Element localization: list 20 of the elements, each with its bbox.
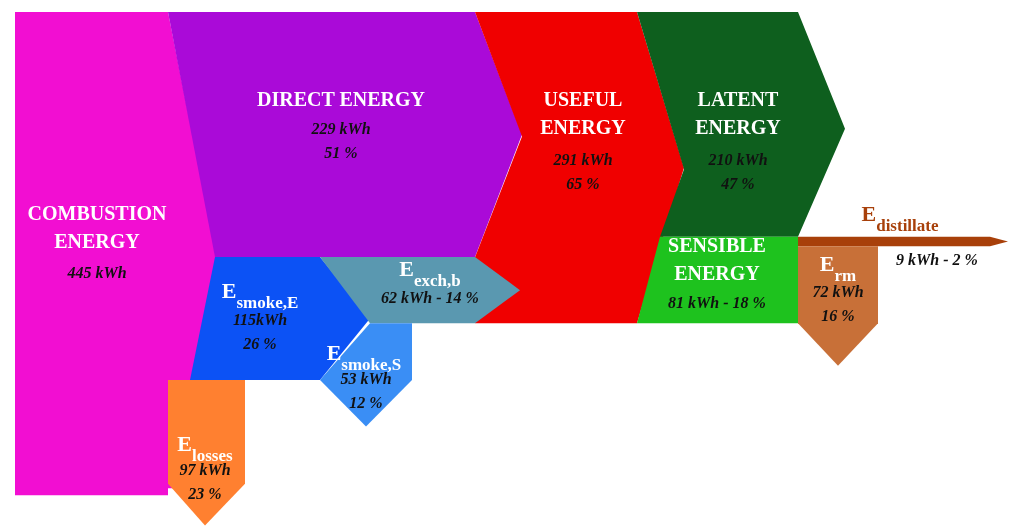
category-label: USEFUL ENERGY (540, 88, 627, 138)
category-label: E$_{distillate}$ (861, 200, 939, 235)
data-label: 81 kWh - 18 % (668, 293, 766, 311)
data-label: 291 kWh 65 % (552, 151, 613, 192)
category-label: E$_{rm}$ (819, 251, 857, 285)
category-label: COMBUSTION ENERGY (27, 202, 168, 252)
data-label: 210 kWh 47 % (707, 151, 768, 192)
category-label: E$_{smoke,E}$ (221, 278, 299, 312)
data-label: 115kWh 26 % (232, 311, 288, 353)
data-label: 72 kWh 16 % (812, 283, 864, 325)
category-label: LATENT ENERGY (695, 88, 782, 138)
data-label: 229 kWh 51 % (310, 120, 371, 161)
data-label: 97 kWh 23 % (179, 461, 231, 503)
category-label: E$_{exch,b}$ (399, 256, 461, 290)
data-label: 9 kWh - 2 % (896, 250, 978, 268)
category-label: SENSIBLE ENERGY (668, 233, 766, 284)
category-label: DIRECT ENERGY (257, 88, 426, 110)
category-label: E$_{smoke,S}$ (326, 340, 402, 374)
data-label: 62 kWh - 14 % (381, 289, 479, 307)
data-label: 445 kWh (66, 264, 127, 281)
